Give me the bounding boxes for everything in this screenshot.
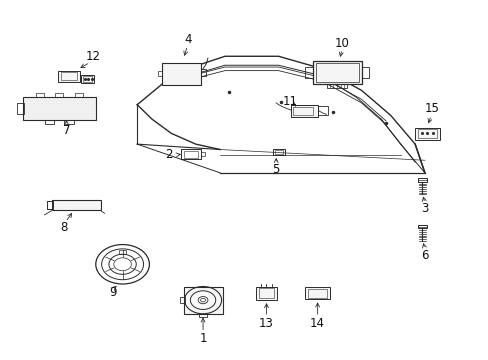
Bar — [183, 287, 222, 314]
Bar — [317, 107, 328, 116]
Bar — [22, 96, 96, 120]
Bar — [81, 75, 94, 83]
Bar — [161, 63, 200, 85]
Bar — [47, 201, 53, 210]
Bar — [200, 152, 204, 156]
Text: 9: 9 — [109, 287, 116, 300]
Text: 15: 15 — [424, 103, 439, 116]
Text: 14: 14 — [309, 317, 325, 330]
Bar — [290, 105, 317, 117]
Text: 8: 8 — [61, 221, 68, 234]
Bar — [293, 107, 312, 115]
Bar — [55, 93, 63, 96]
Bar — [274, 150, 282, 154]
Bar — [158, 71, 161, 76]
Text: 2: 2 — [165, 148, 172, 161]
Bar — [327, 84, 346, 88]
Text: 10: 10 — [334, 36, 349, 50]
Bar — [255, 287, 277, 300]
Text: 4: 4 — [184, 33, 192, 46]
Bar — [52, 200, 101, 211]
Text: 13: 13 — [259, 317, 273, 330]
Bar — [119, 250, 126, 254]
Bar — [305, 67, 312, 78]
Bar — [272, 149, 285, 155]
Bar — [75, 93, 82, 96]
Text: 12: 12 — [86, 50, 101, 63]
Bar — [312, 61, 361, 84]
Bar — [258, 288, 274, 298]
Bar — [17, 103, 23, 114]
Bar — [417, 225, 427, 228]
Text: 1: 1 — [199, 332, 206, 345]
Bar — [361, 67, 368, 78]
Bar — [61, 72, 77, 80]
Bar — [414, 128, 439, 140]
Bar — [417, 130, 436, 138]
Bar — [44, 120, 54, 124]
Bar — [315, 63, 358, 82]
Text: 6: 6 — [420, 249, 428, 262]
Text: 3: 3 — [420, 202, 427, 215]
Bar — [64, 120, 74, 124]
Bar — [58, 71, 80, 82]
Bar — [82, 76, 92, 82]
Text: 7: 7 — [62, 124, 70, 137]
Text: 5: 5 — [272, 163, 279, 176]
Bar — [305, 287, 329, 300]
Bar — [200, 69, 206, 76]
Bar — [417, 178, 427, 182]
Bar — [199, 314, 206, 318]
Bar — [183, 150, 198, 158]
Bar — [179, 297, 184, 303]
Bar — [181, 149, 200, 159]
Bar — [36, 93, 43, 96]
Bar — [47, 201, 53, 210]
Bar — [308, 289, 326, 298]
Text: 11: 11 — [282, 95, 297, 108]
